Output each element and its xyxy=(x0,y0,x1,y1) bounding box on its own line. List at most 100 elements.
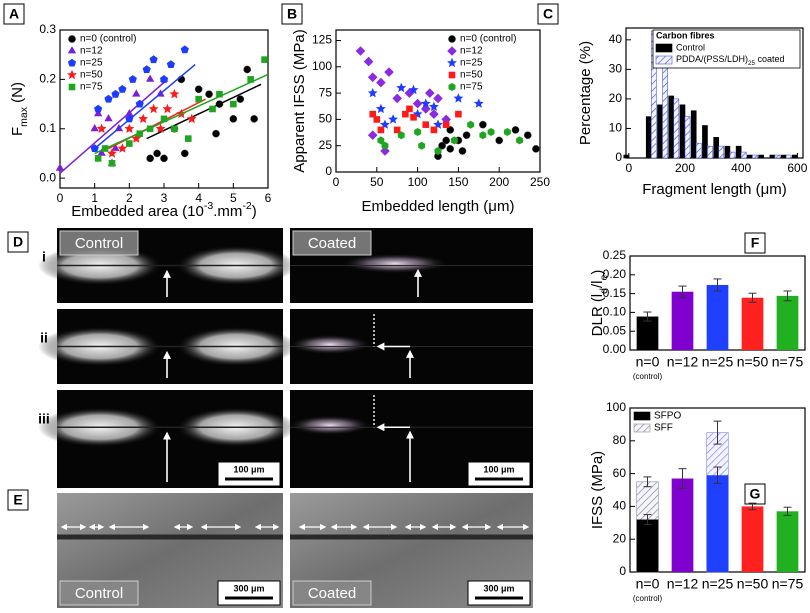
point xyxy=(124,123,135,133)
bar xyxy=(636,519,659,572)
point xyxy=(448,35,456,43)
point xyxy=(55,163,65,171)
scale-bar-box xyxy=(467,461,531,487)
x-tick-note: (control) xyxy=(633,372,663,381)
x-tick-label: 50 xyxy=(370,175,384,189)
point xyxy=(186,113,197,124)
point xyxy=(388,114,399,124)
image-label: Control xyxy=(75,585,123,602)
point xyxy=(195,95,202,103)
scale-bar-label: 100 μm xyxy=(483,464,514,474)
bar xyxy=(636,316,659,350)
bar xyxy=(735,145,742,159)
y-tick-label: 75 xyxy=(319,85,333,99)
bar xyxy=(747,154,753,159)
point xyxy=(149,55,158,64)
legend-label: SFPO xyxy=(654,411,681,422)
y-axis-label-part: (N) xyxy=(9,82,26,107)
point xyxy=(434,147,442,155)
bar xyxy=(684,116,691,159)
point xyxy=(126,140,133,147)
point xyxy=(453,93,464,103)
bar xyxy=(706,284,729,350)
point xyxy=(406,105,413,113)
x-tick-label: n=0 xyxy=(636,576,660,592)
x-tick-label: n=25 xyxy=(702,354,734,370)
y-tick-label: 0.1 xyxy=(39,121,56,135)
point xyxy=(355,46,366,56)
panel-letter: B xyxy=(287,6,297,22)
point xyxy=(363,56,374,67)
row-label: ii xyxy=(40,330,48,346)
bar xyxy=(774,154,781,159)
image-label-box xyxy=(292,580,372,606)
y-tick-label: 20 xyxy=(609,91,623,105)
x-tick-label: 200 xyxy=(675,161,695,175)
point xyxy=(414,128,422,136)
fit-line xyxy=(59,78,168,174)
bar xyxy=(702,125,708,159)
point xyxy=(184,135,192,142)
y-axis-label-part: ) xyxy=(589,270,606,275)
point xyxy=(148,103,159,114)
point xyxy=(511,126,520,134)
point xyxy=(250,115,258,123)
legend-swatch xyxy=(633,423,651,433)
y-tick-label: 0.2 xyxy=(39,72,56,86)
x-axis-label-part: Fragment length ( xyxy=(642,181,760,198)
error-bar xyxy=(678,468,687,489)
point xyxy=(146,74,155,82)
point xyxy=(94,109,103,117)
point xyxy=(104,94,113,103)
panel-letter-box xyxy=(744,232,766,254)
point xyxy=(160,154,168,163)
point xyxy=(94,104,103,113)
point xyxy=(128,75,137,83)
panel-letter: E xyxy=(13,492,22,508)
x-axis-label-part: -2 xyxy=(242,200,251,212)
point xyxy=(404,88,415,98)
fit-line xyxy=(146,83,262,140)
point xyxy=(367,87,378,98)
legend-swatch xyxy=(633,411,651,421)
point xyxy=(384,67,394,77)
error-bar xyxy=(748,292,757,303)
point xyxy=(418,141,426,150)
legend-label: n=0 (control) xyxy=(80,34,136,45)
point xyxy=(479,131,487,140)
x-tick-label: 200 xyxy=(489,175,509,189)
legend-label: n=50 xyxy=(80,70,103,81)
point xyxy=(433,119,443,129)
image-label-box xyxy=(59,580,139,606)
image-label-box xyxy=(59,230,139,256)
legend-label: Control xyxy=(676,42,705,52)
point xyxy=(236,95,245,103)
point xyxy=(455,110,462,118)
bar xyxy=(741,506,764,572)
point xyxy=(67,69,77,80)
x-axis-label-part: m) xyxy=(497,198,515,215)
panel-letter: F xyxy=(751,235,760,251)
x-tick-label: 6 xyxy=(265,191,272,205)
point xyxy=(146,154,154,163)
point xyxy=(448,83,456,91)
point xyxy=(532,145,540,153)
x-axis-label-part: Embedded length ( xyxy=(362,198,489,215)
point xyxy=(523,131,532,140)
y-tick-label: 125 xyxy=(312,33,332,47)
point xyxy=(138,113,149,124)
legend-label: n=75 xyxy=(80,82,103,93)
legend-label: n=25 xyxy=(460,58,483,69)
error-bar xyxy=(643,514,652,525)
y-tick-label: 60 xyxy=(613,466,627,480)
legend-label: n=0 (control) xyxy=(460,34,516,45)
y-axis-label: Fmax (N) xyxy=(9,82,30,136)
y-tick-label: 100 xyxy=(606,400,626,414)
legend-swatch xyxy=(655,55,673,65)
x-tick-label: 600 xyxy=(787,161,807,175)
bar xyxy=(671,291,694,350)
point xyxy=(155,123,166,133)
bar xyxy=(792,154,798,159)
bar xyxy=(713,137,720,159)
panel-letter-box xyxy=(3,3,25,25)
